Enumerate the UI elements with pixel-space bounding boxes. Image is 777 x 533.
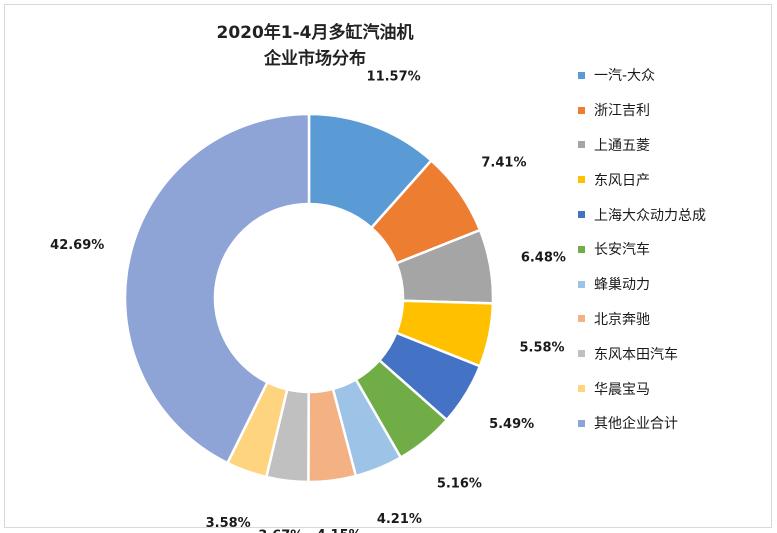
legend-label: 华晨宝马 [594,381,650,398]
data-label-1: 7.41% [481,155,526,170]
legend-item-3: 东风日产 [578,162,768,197]
legend-label: 一汽-大众 [594,68,656,85]
legend-item-1: 浙江吉利 [578,93,768,128]
data-label-9: 3.58% [206,516,251,531]
data-label-5: 5.16% [437,476,482,491]
chart-frame [4,4,772,528]
legend-label: 北京奔驰 [594,311,650,328]
legend-swatch [578,176,585,184]
legend-swatch [578,280,585,288]
legend-swatch [578,245,585,253]
legend-swatch [578,419,585,427]
legend-item-8: 东风本田汽车 [578,336,768,371]
data-label-10: 42.69% [50,238,104,253]
legend-swatch [578,211,585,219]
legend-label: 蜂巢动力 [594,277,650,294]
legend-swatch [578,106,585,114]
legend-swatch [578,315,585,323]
data-label-3: 5.58% [519,340,564,355]
legend-swatch [578,71,585,79]
legend-label: 上通五菱 [594,137,650,154]
slice-10 [123,112,311,465]
data-label-0: 11.57% [367,70,421,85]
data-label-4: 5.49% [489,417,534,432]
data-label-2: 6.48% [521,251,566,266]
data-label-7: 4.15% [317,528,362,533]
legend-item-6: 蜂巢动力 [578,267,768,302]
legend-item-7: 北京奔驰 [578,302,768,337]
legend-label: 长安汽车 [594,242,650,259]
legend-label: 东风日产 [594,172,650,189]
legend-swatch [578,350,585,358]
legend-label: 其他企业合计 [594,416,678,433]
legend-item-9: 华晨宝马 [578,371,768,406]
legend-swatch [578,385,585,393]
legend: 一汽-大众浙江吉利上通五菱东风日产上海大众动力总成 长安汽车蜂巢动力北京奔驰东风本… [578,58,768,441]
legend-item-5: 长安汽车 [578,232,768,267]
legend-label: 东风本田汽车 [594,346,678,363]
legend-item-0: 一汽-大众 [578,58,768,93]
legend-label: 上海大众动力总成 [594,207,706,224]
legend-label: 浙江吉利 [594,103,650,120]
legend-item-4: 上海大众动力总成 [578,197,768,232]
legend-item-10: 其他企业合计 [578,406,768,441]
chart-title-line-2: 企业市场分布 [264,49,366,69]
chart-title-line-1: 2020年1-4月多缸汽油机 [216,23,414,43]
data-label-8: 3.67% [258,528,303,533]
chart-title: 2020年1-4月多缸汽油机 企业市场分布 [180,20,450,72]
legend-swatch [578,141,585,149]
legend-item-2: 上通五菱 [578,128,768,163]
data-label-6: 4.21% [377,512,422,527]
